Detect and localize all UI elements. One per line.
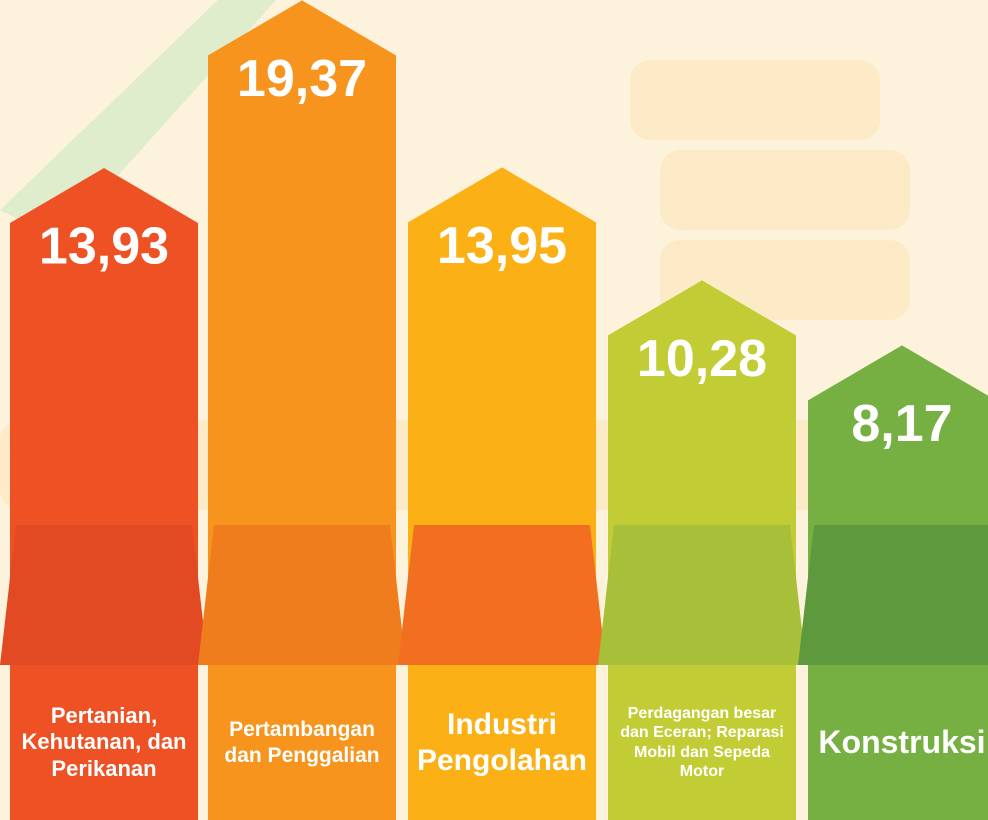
bar-base-shade xyxy=(598,525,806,665)
value-label: 10,28 xyxy=(637,330,767,388)
category-label: Industri Pengolahan xyxy=(408,665,596,820)
value-label: 13,93 xyxy=(39,218,169,276)
bar-base-shade xyxy=(0,525,208,665)
value-label: 8,17 xyxy=(851,395,952,453)
category-label: Konstruksi xyxy=(808,665,988,820)
bar-base-shade xyxy=(398,525,606,665)
category-label: Perdagangan besar dan Eceran; Reparasi M… xyxy=(608,665,796,820)
bar-base-shade xyxy=(198,525,406,665)
bar-base-shade xyxy=(798,525,988,665)
value-label: 13,95 xyxy=(437,217,567,275)
value-label: 19,37 xyxy=(237,50,367,108)
category-label: Pertambangan dan Penggalian xyxy=(208,665,396,820)
category-label: Pertanian, Kehutanan, dan Perikanan xyxy=(10,665,198,820)
